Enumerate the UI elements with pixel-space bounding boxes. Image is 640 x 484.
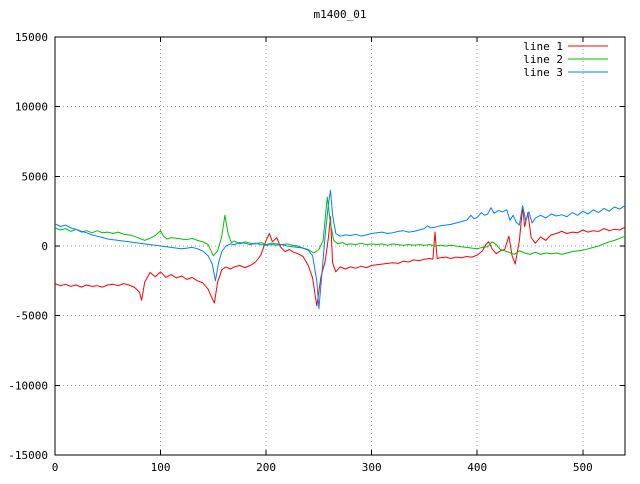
x-tick-label: 100 [151,461,171,474]
legend-entry-label: line 3 [523,66,563,79]
y-tick-label: -5000 [15,310,48,323]
x-tick-label: 200 [256,461,276,474]
series-line-1 [54,206,626,307]
y-tick-label: 0 [41,240,48,253]
x-tick-label: 500 [573,461,593,474]
series-line-3 [54,189,626,310]
series-line-2 [54,196,626,257]
y-tick-label: 5000 [22,170,49,183]
x-tick-label: 0 [52,461,59,474]
legend-entry-label: line 1 [523,40,563,53]
legend-entry-label: line 2 [523,53,563,66]
y-tick-label: -10000 [8,379,48,392]
x-tick-label: 400 [467,461,487,474]
y-tick-label: -15000 [8,449,48,462]
y-tick-label: 10000 [15,101,48,114]
x-tick-label: 300 [362,461,382,474]
chart-title: m1400_01 [313,8,367,21]
y-tick-label: 15000 [15,31,48,44]
